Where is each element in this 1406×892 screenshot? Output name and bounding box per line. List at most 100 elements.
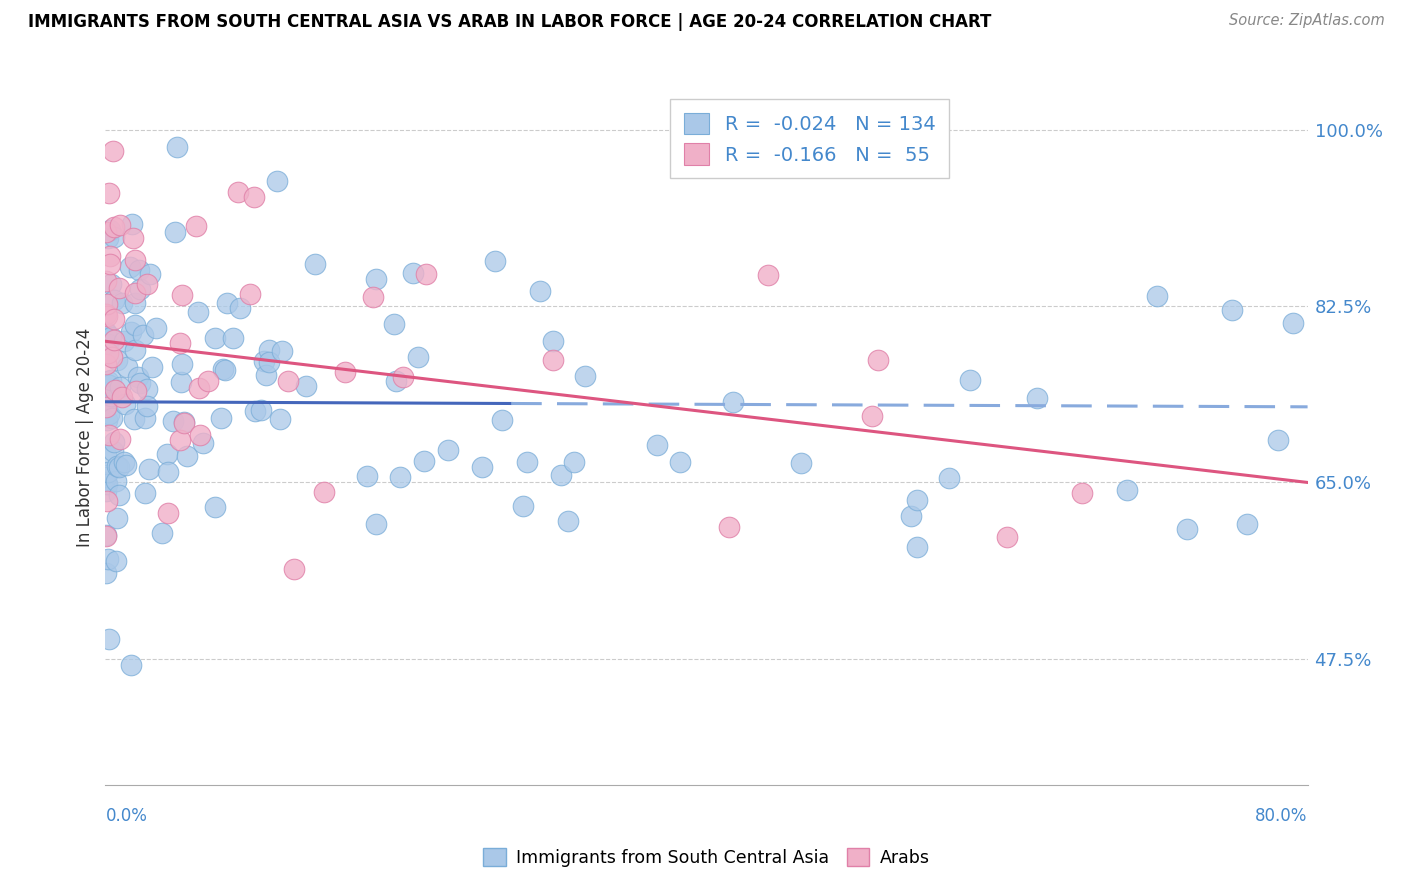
Point [995,530,1018,544]
Point [136,400,159,414]
Point [197,375,219,389]
Point [173,416,195,430]
Text: 80.0%: 80.0% [1256,807,1308,825]
Point [314,485,336,500]
Point [103,312,125,326]
Point [127,369,149,384]
Point [128,263,150,277]
Point [543,352,565,367]
Point [96,274,118,288]
Point [333,365,356,379]
Point [96,493,118,508]
Point [112,455,135,469]
Point [125,384,148,398]
Point [184,219,207,233]
Point [96,412,118,426]
Point [562,455,585,469]
Point [118,260,141,274]
Point [176,449,198,463]
Point [166,139,188,153]
Point [94,469,117,483]
Point [543,334,565,349]
Point [789,456,811,470]
Point [645,438,668,452]
Point [271,343,294,358]
Point [103,230,125,244]
Point [172,288,194,302]
Point [97,407,120,421]
Point [283,562,305,576]
Point [1236,517,1258,532]
Point [361,290,384,304]
Point [402,266,425,280]
Point [114,397,136,411]
Point [101,144,124,158]
Point [120,325,142,339]
Point [97,345,120,359]
Point [101,444,124,458]
Point [191,436,214,450]
Point [1281,316,1303,330]
Point [111,390,134,404]
Point [253,354,276,368]
Point [107,281,129,295]
Point [150,526,173,541]
Point [222,331,245,345]
Point [415,267,437,281]
Point [112,334,135,348]
Point [108,218,131,232]
Point [165,226,187,240]
Point [134,486,156,500]
Point [491,413,513,427]
Point [756,268,779,282]
Point [115,458,138,472]
Point [721,395,744,409]
Point [94,357,117,371]
Point [120,657,142,672]
Point [111,296,134,310]
Point [550,467,572,482]
Point [94,307,117,321]
Point [98,632,121,646]
Point [115,359,138,374]
Point [104,384,127,398]
Point [94,400,117,414]
Point [860,409,883,424]
Point [124,252,146,267]
Point [364,517,387,532]
Point [96,384,118,399]
Point [139,268,162,282]
Point [94,225,117,239]
Point [97,465,120,479]
Point [1222,302,1244,317]
Point [98,257,121,271]
Text: IMMIGRANTS FROM SOUTH CENTRAL ASIA VS ARAB IN LABOR FORCE | AGE 20-24 CORRELATIO: IMMIGRANTS FROM SOUTH CENTRAL ASIA VS AR… [28,13,991,31]
Point [257,343,280,357]
Point [124,343,146,357]
Point [304,257,326,271]
Point [516,455,538,469]
Point [187,381,209,395]
Point [96,392,118,406]
Point [156,447,179,461]
Point [108,380,131,394]
Point [484,253,506,268]
Point [94,475,117,489]
Point [512,499,534,513]
Point [94,448,117,462]
Point [1175,522,1198,536]
Point [98,378,121,392]
Point [94,527,117,541]
Point [124,286,146,301]
Point [250,403,273,417]
Point [188,428,211,442]
Point [413,454,436,468]
Point [1071,486,1094,500]
Point [356,469,378,483]
Point [141,359,163,374]
Point [157,506,180,520]
Point [94,325,117,339]
Point [406,350,429,364]
Point [1267,434,1289,448]
Point [157,465,180,479]
